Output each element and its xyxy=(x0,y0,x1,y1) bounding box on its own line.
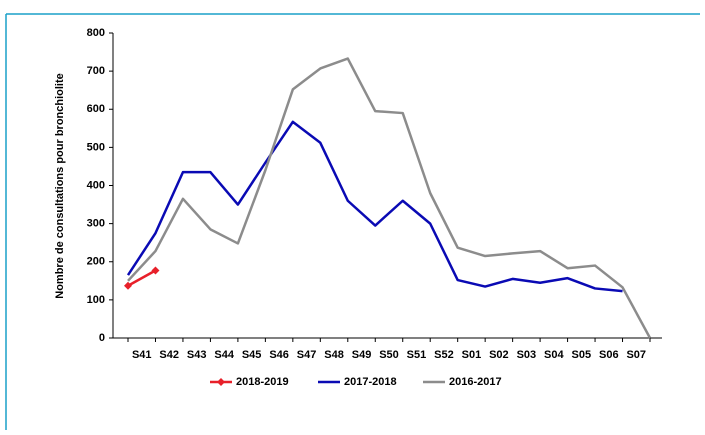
x-tick-label: S48 xyxy=(324,349,344,361)
legend-label: 2016-2017 xyxy=(449,376,502,388)
x-tick-label: S07 xyxy=(626,349,646,361)
legend-marker xyxy=(217,378,225,386)
x-tick-label: S47 xyxy=(297,349,317,361)
y-tick-label: 100 xyxy=(87,294,105,306)
x-tick-label: S05 xyxy=(572,349,592,361)
x-tick-label: S50 xyxy=(379,349,399,361)
y-tick-label: 400 xyxy=(87,179,105,191)
point-marker xyxy=(151,266,160,275)
y-tick-label: 800 xyxy=(87,27,105,39)
x-tick-label: S49 xyxy=(352,349,372,361)
y-tick-label: 600 xyxy=(87,103,105,115)
x-tick-label: S04 xyxy=(544,349,564,361)
y-tick-label: 200 xyxy=(87,256,105,268)
series-line xyxy=(127,269,157,287)
x-tick-label: S46 xyxy=(269,349,289,361)
x-tick-label: S43 xyxy=(187,349,207,361)
y-tick-label: 300 xyxy=(87,218,105,230)
point-marker xyxy=(124,281,132,290)
legend-label: 2018-2019 xyxy=(236,376,289,388)
x-tick-label: S03 xyxy=(517,349,537,361)
x-tick-label: S42 xyxy=(159,349,179,361)
series-line xyxy=(126,120,623,293)
y-tick-label: 500 xyxy=(87,141,105,153)
x-tick-label: S01 xyxy=(462,349,482,361)
y-tick-label: 0 xyxy=(99,332,105,344)
x-tick-label: S02 xyxy=(489,349,509,361)
series-line xyxy=(127,57,652,339)
y-axis-title: Nombre de consultations pour bronchiolit… xyxy=(54,73,66,299)
x-tick-label: S44 xyxy=(214,349,234,361)
legend-label: 2017-2018 xyxy=(344,376,397,388)
x-tick-label: S06 xyxy=(599,349,619,361)
x-tick-label: S45 xyxy=(242,349,262,361)
x-tick-label: S52 xyxy=(434,349,454,361)
y-tick-label: 700 xyxy=(87,65,105,77)
x-tick-label: S41 xyxy=(132,349,152,361)
x-tick-label: S51 xyxy=(407,349,427,361)
